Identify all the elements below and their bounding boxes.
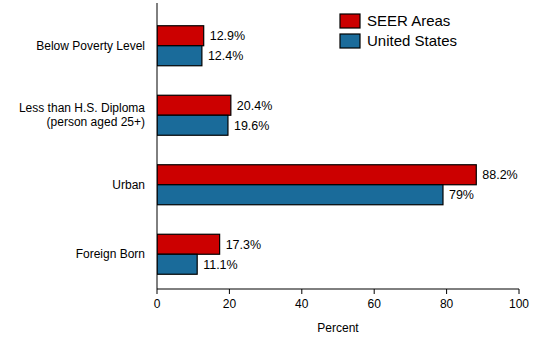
bar [157,95,231,115]
x-tick-label: 100 [509,297,529,311]
chart-svg: 12.9% 12.4% 20.4% 19.6% 88.2% 79% 17.3% 11.1% Be… [0,0,543,347]
bar [157,46,202,66]
legend-swatch [340,34,360,48]
bar [157,185,443,205]
data-label: 17.3% [226,238,261,252]
data-label: 12.9% [210,29,245,43]
x-tick-label: 60 [368,297,382,311]
bar [157,115,228,135]
x-tick-label: 20 [223,297,237,311]
data-label: 20.4% [237,99,272,113]
data-label: 88.2% [482,168,517,182]
chart-container: 12.9% 12.4% 20.4% 19.6% 88.2% 79% 17.3% 11.1% Be… [0,0,543,347]
x-tick-label: 0 [154,297,161,311]
x-axis [157,289,519,290]
x-tick [301,289,302,294]
legend: SEER Areas United States [340,12,457,49]
x-tick [374,289,375,294]
x-tick [519,289,520,294]
x-axis-label: Percent [317,321,359,335]
data-label: 12.4% [208,49,243,63]
category-label: Urban [112,178,145,192]
data-labels: 12.9% 12.4% 20.4% 19.6% 88.2% 79% 17.3% 11.1% [203,29,518,272]
category-label: Foreign Born [76,247,145,261]
legend-label: United States [367,32,457,49]
category-label: Less than H.S. Diploma(person aged 25+) [19,101,145,129]
data-label: 79% [449,188,474,202]
bar [157,254,197,274]
legend-swatch [340,14,360,28]
bar [157,165,476,185]
bar [157,234,220,254]
category-label-line: Less than H.S. Diploma [19,101,145,115]
category-label: Below Poverty Level [36,39,145,53]
y-axis [157,3,158,289]
category-label-line: (person aged 25+) [47,115,145,129]
x-tick [446,289,447,294]
x-tick [229,289,230,294]
bars [157,26,476,275]
legend-label: SEER Areas [367,12,450,29]
x-tick-label: 40 [295,297,309,311]
x-tick [157,289,158,294]
data-label: 11.1% [203,258,238,272]
category-label-line: Urban [112,178,145,192]
data-label: 19.6% [234,119,269,133]
category-label-line: Foreign Born [76,247,145,261]
bar [157,26,204,46]
x-tick-label: 80 [440,297,454,311]
category-label-line: Below Poverty Level [36,39,145,53]
